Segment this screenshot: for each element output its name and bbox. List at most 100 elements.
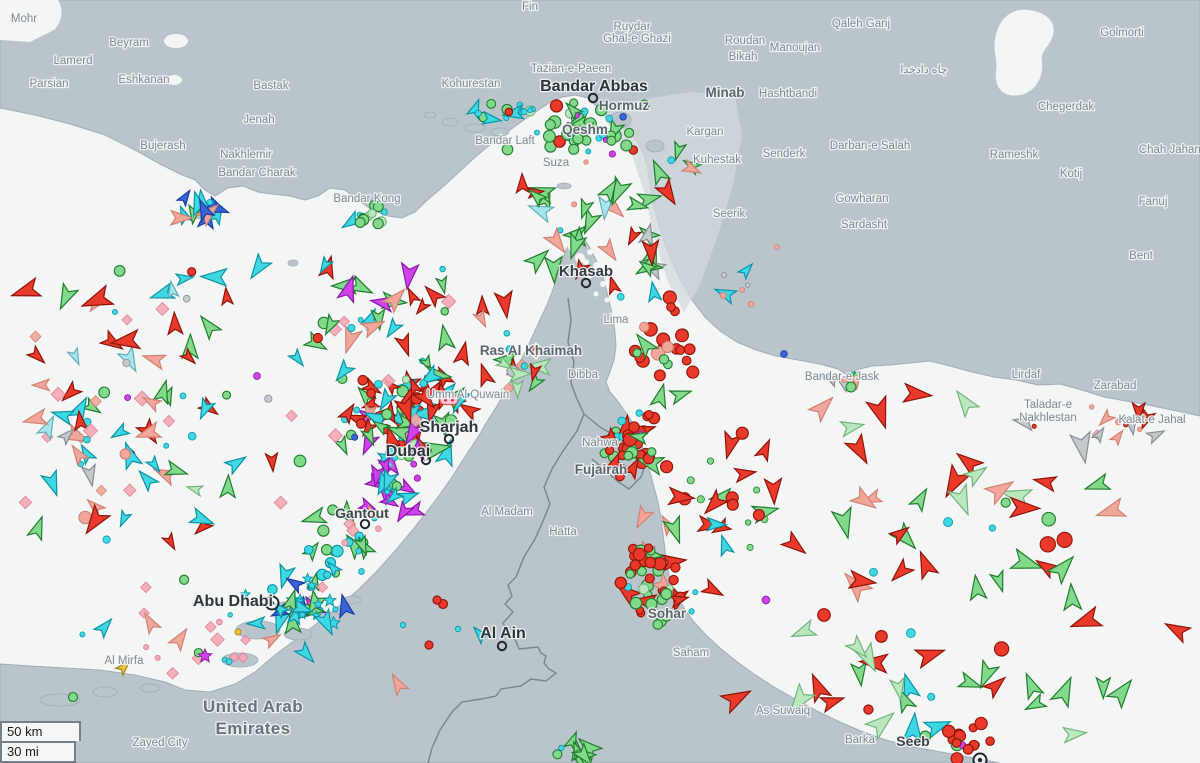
vessel-marker[interactable] [973,660,999,691]
vessel-marker[interactable] [753,486,761,494]
vessel-marker[interactable] [359,498,378,515]
vessel-marker[interactable] [681,355,692,366]
vessel-marker[interactable] [424,640,434,650]
vessel-marker[interactable] [572,744,597,763]
vessel-marker[interactable] [780,350,788,358]
vessel-marker[interactable] [395,334,415,358]
vessel-marker[interactable] [293,454,307,468]
vessel-marker[interactable] [623,456,643,479]
vessel-marker[interactable] [782,684,815,719]
vessel-marker[interactable] [1056,531,1073,548]
vessel-marker[interactable] [210,632,225,647]
vessel-marker[interactable] [375,525,382,533]
vessel-marker[interactable] [625,569,635,579]
vessel-marker[interactable] [570,116,589,131]
vessel-marker[interactable] [171,211,193,226]
vessel-marker[interactable] [845,434,875,468]
vessel-marker[interactable] [527,107,534,114]
vessel-marker[interactable] [686,365,700,379]
vessel-marker[interactable] [897,672,920,700]
vessel-marker[interactable] [721,683,755,713]
vessel-marker[interactable] [601,428,623,451]
vessel-marker[interactable] [1070,432,1095,465]
vessel-marker[interactable] [361,427,379,448]
vessel-marker[interactable] [94,615,116,638]
vessel-marker[interactable] [167,312,183,334]
vessel-marker[interactable] [735,465,757,482]
vessel-marker[interactable] [1010,498,1040,519]
vessel-marker[interactable] [549,99,564,113]
vessel-marker[interactable] [410,460,418,468]
vessel-marker[interactable] [1022,694,1046,715]
vessel-marker[interactable] [78,286,113,315]
vessel-marker[interactable] [1011,549,1045,577]
vessel-marker[interactable] [1051,674,1080,707]
vessel-marker[interactable] [789,620,817,643]
vessel-marker[interactable] [552,749,563,760]
vessel-marker[interactable] [357,374,369,386]
vessel-marker[interactable] [486,98,497,109]
vessel-marker[interactable] [239,588,252,600]
vessel-marker[interactable] [227,612,233,618]
vessel-marker[interactable] [408,412,423,428]
vessel-marker[interactable] [316,257,332,275]
vessel-marker[interactable] [206,198,214,206]
vessel-marker[interactable] [221,656,228,663]
vessel-marker[interactable] [865,706,900,739]
vessel-marker[interactable] [58,425,77,444]
vessel-marker[interactable] [454,341,473,365]
vessel-marker[interactable] [312,598,324,610]
vessel-marker[interactable] [348,276,375,300]
vessel-marker[interactable] [454,625,462,633]
vessel-marker[interactable] [707,518,726,531]
vessel-marker[interactable] [346,524,360,537]
vessel-marker[interactable] [604,445,615,456]
vessel-marker[interactable] [320,315,340,338]
vessel-marker[interactable] [163,442,170,449]
vessel-marker[interactable] [504,107,514,117]
vessel-marker[interactable] [915,642,947,668]
vessel-marker[interactable] [320,544,333,556]
vessel-marker[interactable] [645,597,658,611]
vessel-marker[interactable] [726,498,739,511]
vessel-marker[interactable] [863,704,874,715]
vessel-marker[interactable] [892,685,916,713]
vessel-marker[interactable] [1107,674,1139,707]
vessel-marker[interactable] [867,396,896,431]
vessel-marker[interactable] [327,504,339,516]
vessel-marker[interactable] [755,437,776,461]
vessel-marker[interactable] [1136,409,1155,431]
vessel-marker[interactable] [1048,551,1080,584]
vessel-marker[interactable] [194,197,214,221]
vessel-marker[interactable] [584,121,594,131]
vessel-marker[interactable] [67,442,88,465]
vessel-marker[interactable] [225,451,249,474]
vessel-marker[interactable] [675,328,689,343]
vessel-marker[interactable] [327,427,344,444]
vessel-marker[interactable] [296,608,308,620]
vessel-marker[interactable] [247,617,265,630]
vessel-marker[interactable] [133,390,151,407]
vessel-marker[interactable] [851,374,862,389]
vessel-marker[interactable] [58,382,82,406]
vessel-marker[interactable] [534,129,540,136]
vessel-marker[interactable] [401,375,411,384]
vessel-marker[interactable] [267,584,278,595]
vessel-marker[interactable] [619,113,627,121]
vessel-marker[interactable] [187,267,197,277]
vessel-marker[interactable] [102,535,111,544]
vessel-marker[interactable] [869,567,878,577]
vessel-marker[interactable] [845,381,857,393]
vessel-marker[interactable] [282,588,302,612]
vessel-marker[interactable] [155,301,170,317]
vessel-marker[interactable] [1123,422,1129,428]
vessel-marker[interactable] [598,176,622,203]
vessel-marker[interactable] [951,737,962,748]
vessel-marker[interactable] [474,109,482,118]
vessel-marker[interactable] [140,393,161,412]
vessel-marker[interactable] [141,349,166,369]
vessel-marker[interactable] [118,440,142,469]
vessel-marker[interactable] [583,159,589,165]
vessel-marker[interactable] [234,628,242,636]
vessel-marker[interactable] [220,287,233,305]
